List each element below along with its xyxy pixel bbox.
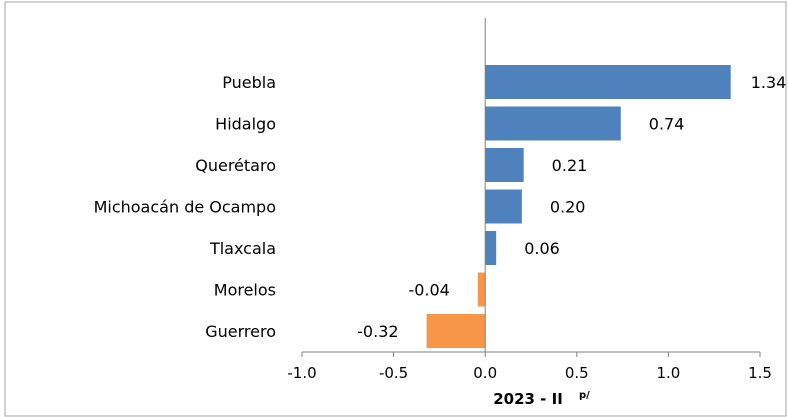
bar-tlaxcala [485,231,497,265]
value-label-queretaro: 0.21 [552,156,588,175]
bar-queretaro [485,148,524,182]
plot-frame [4,1,787,417]
x-axis-title: 2023 - II [493,390,563,408]
category-label-morelos: Morelos [214,281,276,300]
bar-hidalgo [485,106,621,141]
category-label-tlaxcala: Tlaxcala [209,239,276,258]
x-tick-label: -1.0 [287,364,316,382]
x-tick-label: -0.5 [379,364,408,382]
value-label-tlaxcala: 0.06 [524,239,560,258]
value-label-guerrero: -0.32 [357,322,398,341]
category-label-hidalgo: Hidalgo [215,115,276,134]
x-axis-title-superscript: p/ [579,390,590,401]
bar-guerrero [426,314,486,348]
category-label-guerrero: Guerrero [205,322,276,341]
value-label-michoacan-de-ocampo: 0.20 [550,198,586,217]
category-label-queretaro: Querétaro [195,156,276,175]
value-label-morelos: -0.04 [408,281,449,300]
x-tick-label: 0.5 [565,364,589,382]
x-tick-label: 1.0 [656,364,680,382]
value-label-hidalgo: 0.74 [649,115,685,134]
bar-morelos [477,272,486,307]
value-label-puebla: 1.34 [751,73,787,92]
category-label-puebla: Puebla [222,73,276,92]
bars-layer [426,65,731,348]
bar-michoacan-de-ocampo [485,189,522,224]
bar-puebla [485,65,731,99]
category-label-michoacan-de-ocampo: Michoacán de Ocampo [94,198,276,217]
x-tick-label: 0.0 [473,364,497,382]
axis-layer [301,18,761,357]
x-tick-label: 1.5 [748,364,772,382]
labels-layer: Puebla 1.34 Hidalgo 0.74 Querétaro 0.21 Michoa… [94,73,787,382]
